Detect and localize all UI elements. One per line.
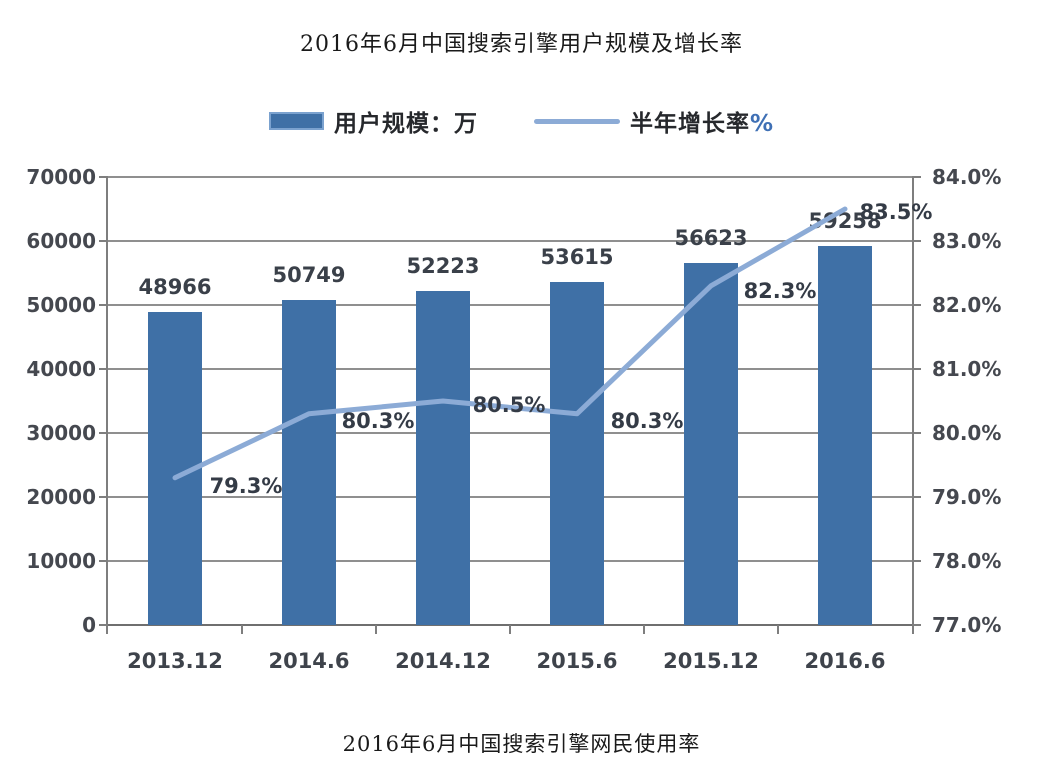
x-axis-tick — [375, 625, 377, 634]
right-axis-tick-label: 83.0% — [932, 229, 1002, 253]
right-axis-tick — [912, 240, 921, 242]
x-axis-tick-label: 2016.6 — [804, 649, 886, 673]
x-axis-tick — [777, 625, 779, 634]
bar-value-label: 52223 — [406, 253, 480, 278]
x-axis-tick-label: 2014.12 — [395, 649, 491, 673]
line-series-swatch — [533, 118, 620, 124]
gridline — [108, 560, 912, 562]
gridline — [108, 304, 912, 306]
line-value-label: 80.3% — [341, 408, 415, 433]
line-value-label: 83.5% — [859, 200, 933, 224]
bar-value-label: 56623 — [674, 225, 748, 250]
bar-series-swatch — [268, 112, 324, 130]
left-axis-tick — [99, 240, 108, 242]
left-axis-tick-label: 40000 — [26, 357, 96, 381]
right-axis-tick-label: 77.0% — [932, 613, 1002, 637]
left-axis-tick-label: 0 — [82, 613, 96, 637]
left-axis-tick — [99, 304, 108, 306]
left-axis-tick — [99, 176, 108, 178]
x-axis-tick-label: 2015.12 — [663, 649, 759, 673]
chart-title: 2016年6月中国搜索引擎用户规模及增长率 — [300, 32, 743, 57]
bar-2016.6 — [818, 245, 872, 625]
right-axis-tick-label: 80.0% — [932, 421, 1002, 445]
right-axis-tick-label: 84.0% — [932, 165, 1002, 189]
right-axis-tick — [912, 176, 921, 178]
x-axis-tick-label: 2013.12 — [127, 649, 223, 673]
x-axis-tick — [509, 625, 511, 634]
bar-value-label: 50749 — [272, 263, 346, 288]
left-axis-tick-label: 20000 — [26, 485, 96, 509]
line-series-label-percent: % — [749, 111, 775, 137]
gridline — [108, 240, 912, 242]
gridline — [108, 496, 912, 498]
bar-value-label: 53615 — [540, 244, 614, 269]
left-axis-tick-label: 50000 — [26, 293, 96, 317]
bar-2013.12 — [148, 311, 202, 625]
bar-2015.6 — [550, 281, 604, 625]
bar-2014.12 — [416, 290, 470, 625]
right-axis-tick — [912, 304, 921, 306]
left-axis-tick-label: 70000 — [26, 165, 96, 189]
left-axis-tick-label: 10000 — [26, 549, 96, 573]
x-axis-tick-label: 2015.6 — [536, 649, 618, 673]
right-axis-line — [912, 177, 914, 634]
line-value-label: 82.3% — [743, 278, 817, 303]
left-axis-tick — [99, 560, 108, 562]
bar-series-label: 用户规模：万 — [333, 111, 478, 137]
left-axis-tick — [99, 496, 108, 498]
left-axis-tick — [99, 624, 108, 626]
x-axis-tick-label: 2014.6 — [268, 649, 350, 673]
left-axis-tick-label: 30000 — [26, 421, 96, 445]
gridline — [108, 432, 912, 434]
x-axis-tick — [241, 625, 243, 634]
left-axis-tick — [99, 368, 108, 370]
line-series-label-text: 半年增长率 — [629, 111, 750, 137]
x-axis-tick — [643, 625, 645, 634]
right-axis-tick — [912, 496, 921, 498]
gridline — [108, 176, 912, 178]
right-axis-tick — [912, 368, 921, 370]
right-axis-tick — [912, 432, 921, 434]
line-series-label: 半年增长率% — [630, 104, 774, 138]
bar-value-label: 48966 — [138, 274, 212, 299]
right-axis-tick — [912, 560, 921, 562]
left-axis-line — [106, 177, 108, 634]
bar-2014.6 — [282, 300, 336, 625]
right-axis-tick-label: 82.0% — [932, 293, 1002, 317]
line-value-label: 79.3% — [209, 473, 283, 498]
right-axis-tick-label: 81.0% — [932, 357, 1002, 381]
right-axis-tick — [912, 624, 921, 626]
right-axis-tick-label: 78.0% — [932, 549, 1002, 573]
bar-2015.12 — [684, 262, 738, 625]
right-axis-tick-label: 79.0% — [932, 485, 1002, 509]
left-axis-tick — [99, 432, 108, 434]
line-value-label: 80.3% — [610, 408, 684, 433]
figure-caption: 2016年6月中国搜索引擎网民使用率 — [342, 732, 701, 756]
gridline — [108, 368, 912, 370]
line-value-label: 80.5% — [472, 393, 546, 417]
legend: 用户规模：万 半年增长率% — [0, 103, 1043, 139]
left-axis-tick-label: 60000 — [26, 229, 96, 253]
